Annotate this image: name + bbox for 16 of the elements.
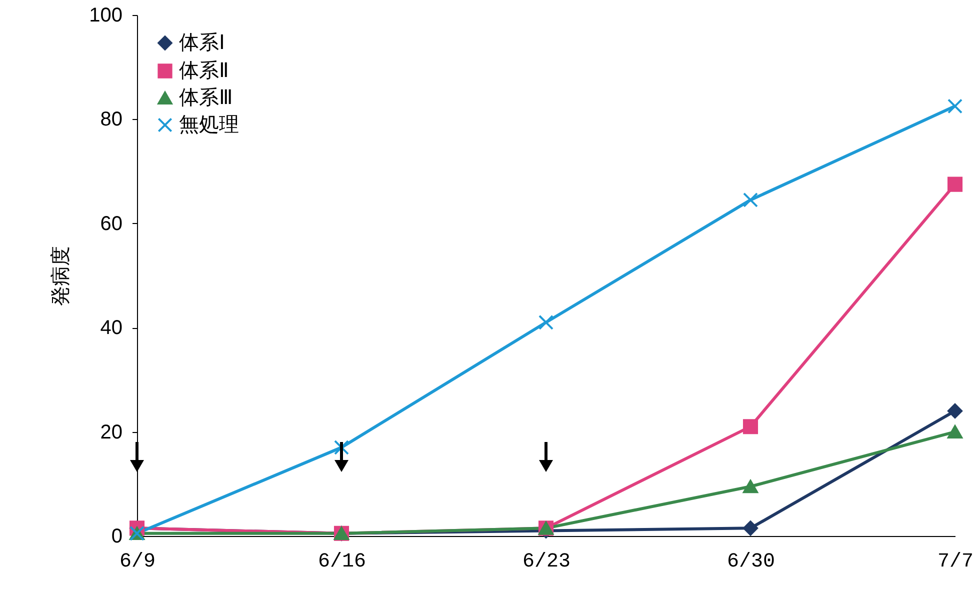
y-tick-label: 20 (100, 421, 122, 444)
legend-label: 体系Ⅰ (179, 32, 225, 54)
y-tick-label: 60 (100, 212, 122, 235)
legend-label: 無処理 (179, 114, 239, 136)
y-tick-label: 100 (89, 4, 122, 26)
x-tick-label: 7/7 (937, 550, 974, 574)
x-tick-label: 6/16 (318, 550, 366, 574)
legend-label: 体系Ⅱ (179, 60, 229, 82)
y-tick-label: 40 (100, 317, 122, 340)
x-tick-label: 6/23 (522, 550, 571, 574)
y-axis-title: 発病度 (50, 246, 72, 306)
legend-label: 体系Ⅲ (179, 87, 233, 109)
x-tick-label: 6/9 (119, 550, 156, 574)
x-tick-label: 6/30 (726, 550, 776, 574)
y-tick-label: 80 (100, 108, 122, 131)
y-tick-label: 0 (111, 526, 122, 548)
